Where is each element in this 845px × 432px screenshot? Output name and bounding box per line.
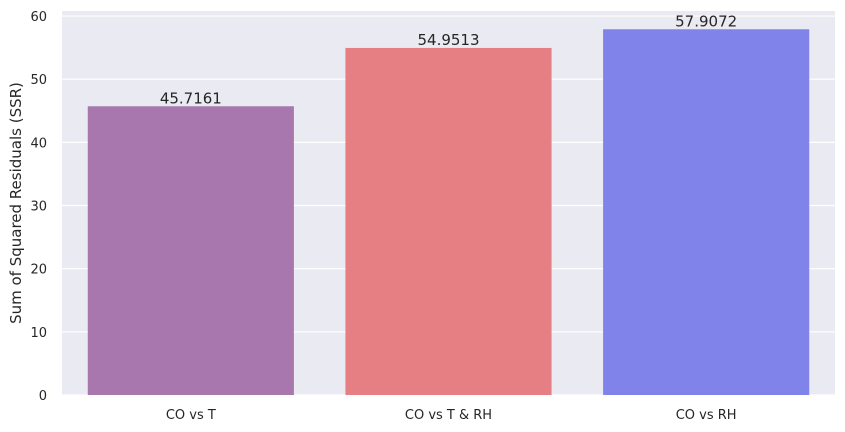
y-axis-ticks: 0 10 20 30 40 50 60 (30, 10, 47, 404)
y-tick-label: 30 (30, 200, 47, 215)
x-tick-label: CO vs T & RH (405, 408, 492, 423)
bar (345, 47, 552, 396)
y-tick-label: 50 (30, 73, 47, 88)
x-tick-label: CO vs T (166, 408, 216, 423)
bar (87, 106, 294, 396)
bars (87, 29, 810, 396)
y-axis-label: Sum of Squared Residuals (SSR) (7, 82, 25, 324)
data-labels: 45.7161 54.9513 57.9072 (160, 12, 737, 107)
y-tick-label: 0 (39, 389, 47, 404)
y-tick-label: 20 (30, 263, 47, 278)
bar-value-label: 54.9513 (417, 31, 479, 49)
bar-value-label: 57.9072 (675, 12, 737, 30)
x-tick-label: CO vs RH (676, 408, 737, 423)
y-tick-label: 40 (30, 136, 47, 151)
y-tick-label: 10 (30, 326, 47, 341)
y-tick-label: 60 (30, 10, 47, 25)
x-axis-ticks: CO vs T CO vs T & RH CO vs RH (166, 408, 737, 423)
bar-value-label: 45.7161 (160, 89, 222, 107)
bar (603, 29, 810, 395)
